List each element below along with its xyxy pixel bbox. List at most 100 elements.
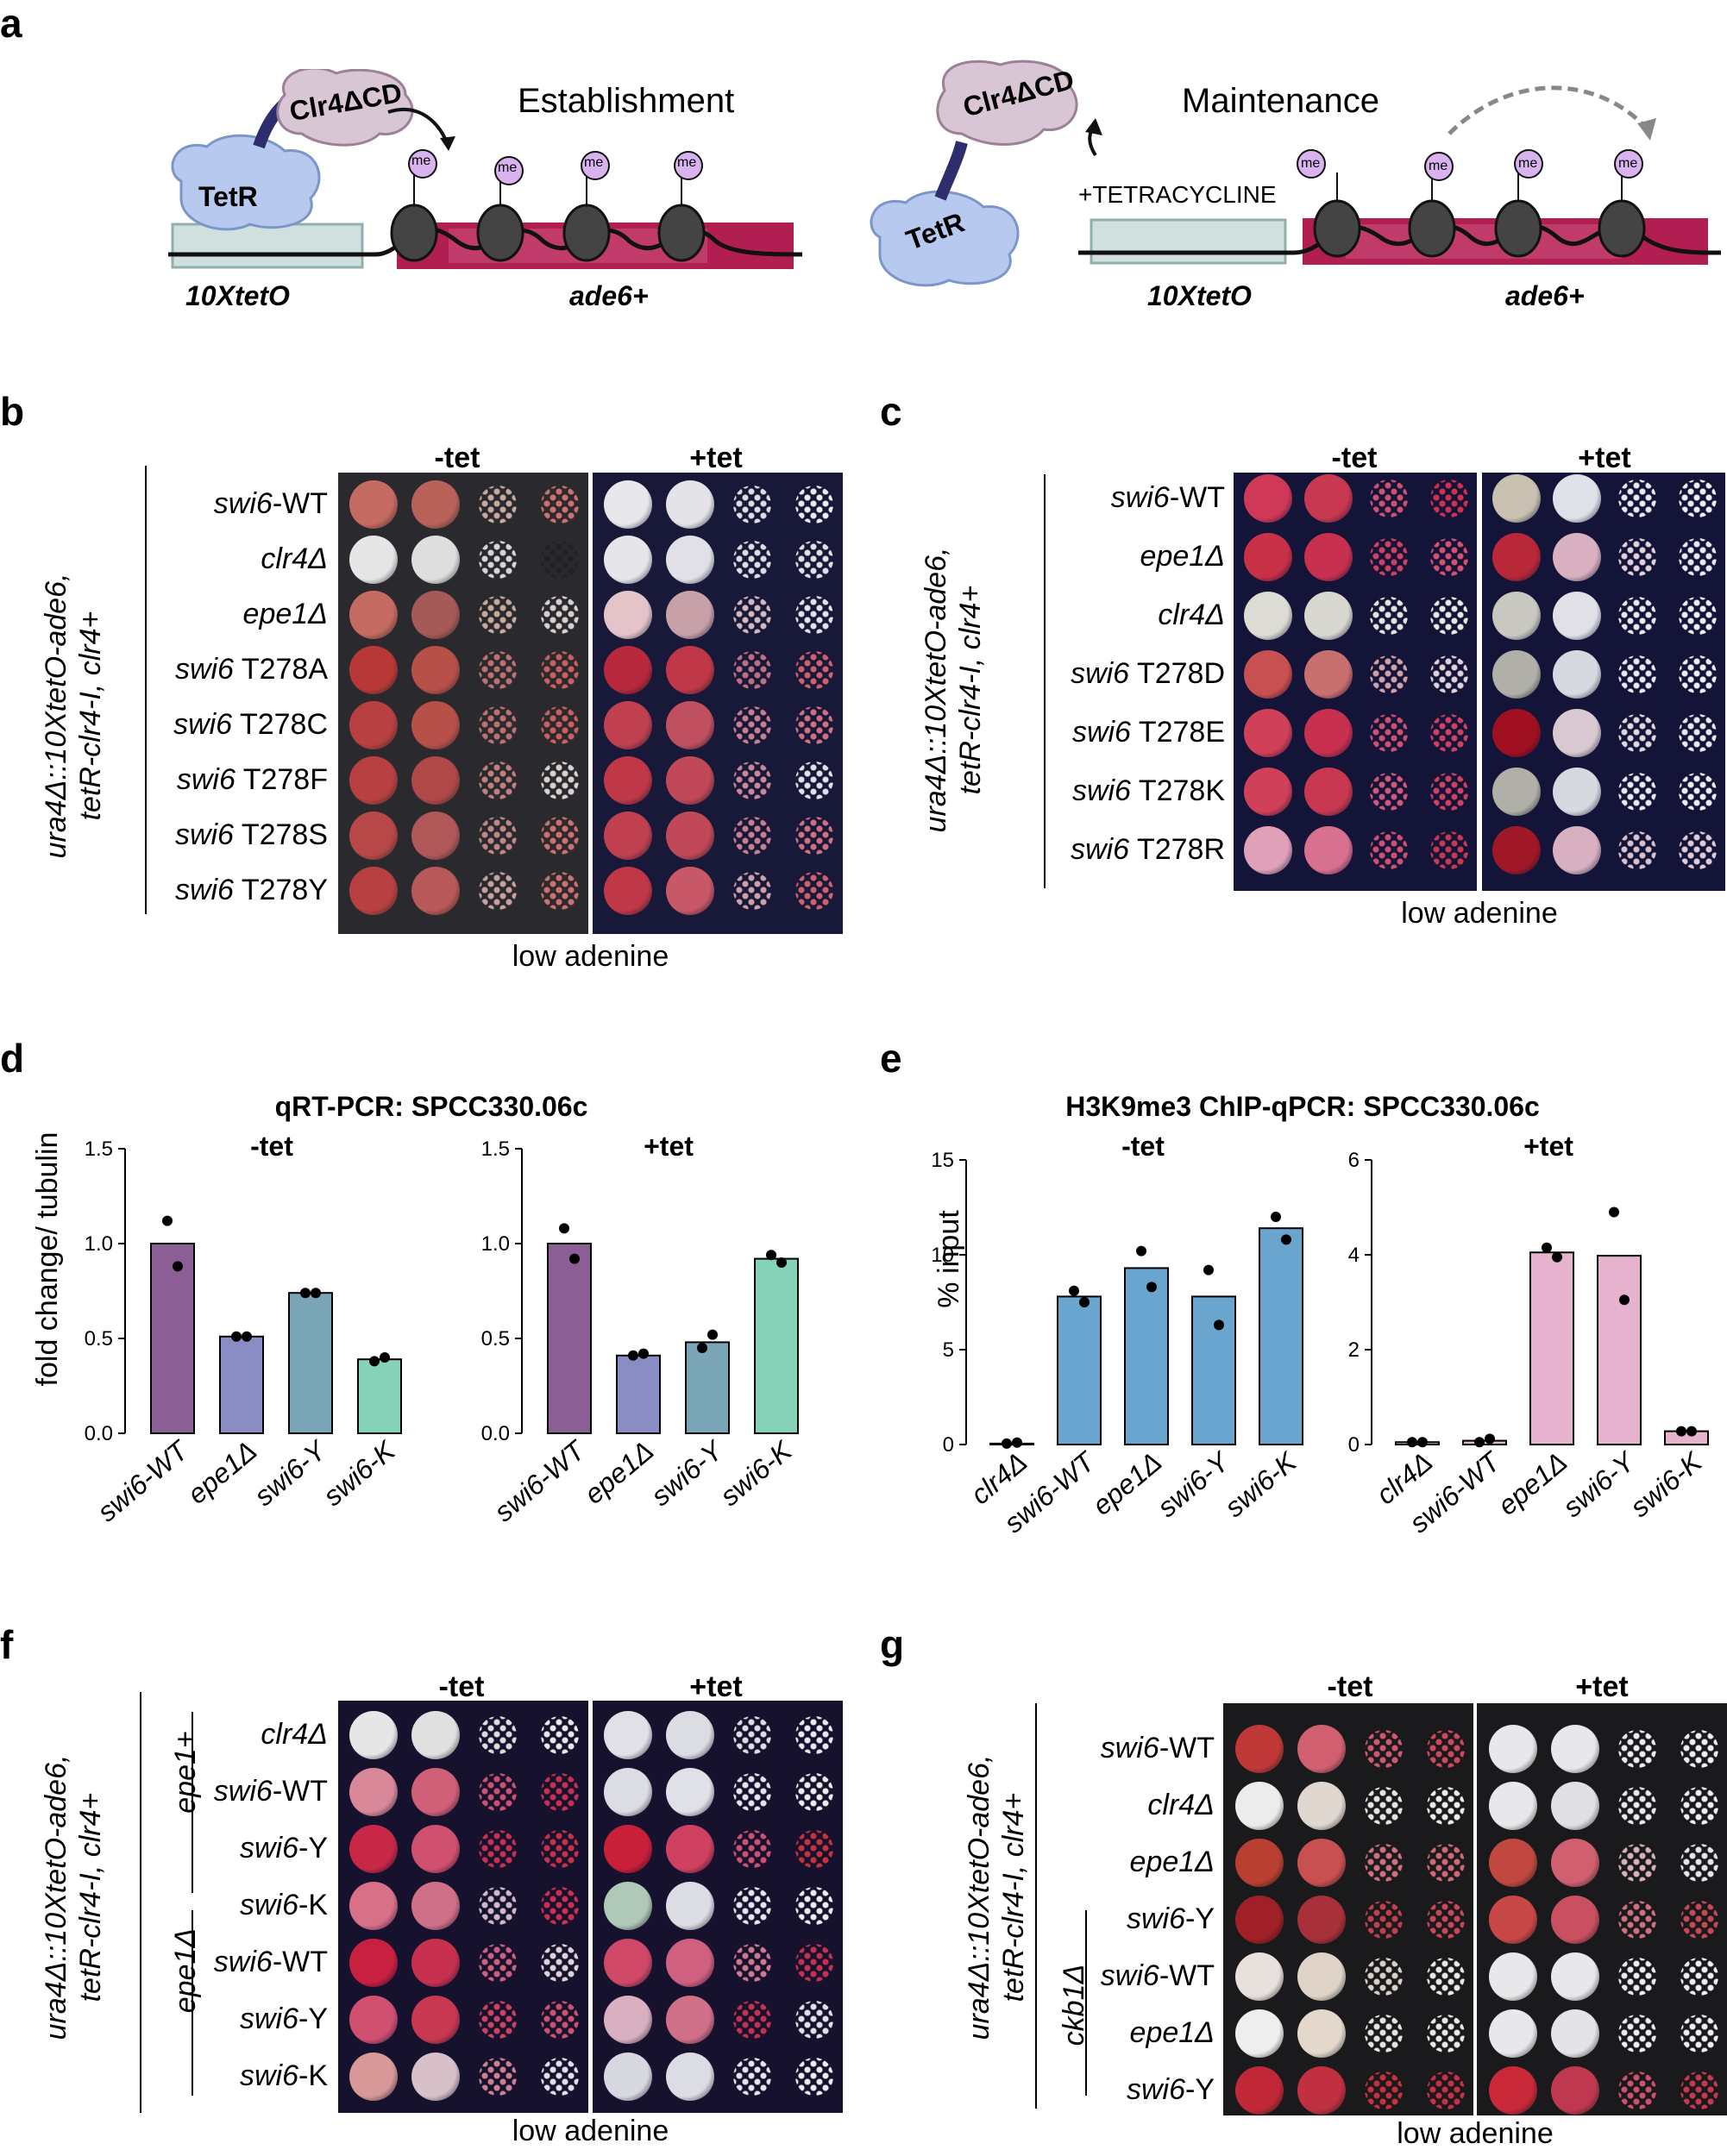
colony-spot: [604, 1882, 652, 1930]
colony-spot: [1304, 709, 1353, 757]
colony-spot: [1617, 1729, 1657, 1769]
colony-spot: [666, 591, 714, 639]
data-point: [231, 1331, 242, 1342]
strain-label: swi6-Y: [239, 2002, 328, 2035]
data-point: [242, 1331, 252, 1342]
y-tick-label: 1.0: [481, 1232, 510, 1256]
data-point: [707, 1329, 718, 1340]
colony-spot: [411, 646, 460, 694]
header-plus-tet-f: +tet: [689, 1670, 743, 1703]
bar: [288, 1292, 333, 1434]
colony-spot: [1364, 1843, 1404, 1883]
bar: [1395, 1441, 1440, 1445]
colony-spot: [1551, 2009, 1599, 2058]
y-tick-label: 5: [943, 1338, 954, 1362]
colony-spot: [349, 1825, 398, 1873]
colony-spot: [1426, 1729, 1466, 1769]
colony-spot: [666, 1996, 714, 2044]
strain-label: epe1Δ: [1129, 1846, 1215, 1878]
data-point: [162, 1215, 173, 1226]
colony-spot: [349, 480, 398, 529]
me-label: me: [584, 155, 604, 170]
x-tick-label: swi6-K: [714, 1434, 799, 1512]
colony-spot: [1492, 650, 1541, 699]
colony-spot: [1617, 1843, 1657, 1883]
colony-spot: [411, 867, 460, 915]
strain-label: epe1Δ: [242, 598, 328, 630]
y-tick-label: 2: [1348, 1338, 1360, 1362]
colony-spot: [478, 2000, 518, 2040]
colony-spot: [411, 1711, 460, 1759]
colony-spot: [794, 650, 834, 690]
data-point: [1069, 1285, 1079, 1296]
colony-spot: [604, 867, 652, 915]
medium-label-c: low adenine: [1401, 897, 1558, 930]
group-line-f-2: [192, 1910, 193, 2096]
strain-label: clr4Δ: [1158, 599, 1225, 631]
ade6-label-2: ade6+: [1505, 280, 1585, 311]
data-point: [1417, 1437, 1428, 1448]
bar: [1259, 1227, 1303, 1445]
colony-spot: [1244, 650, 1292, 699]
y-tick-label: 1.5: [481, 1138, 510, 1161]
colony-spot: [1551, 1782, 1599, 1830]
colony-spot: [1297, 1896, 1346, 1944]
colony-spot: [1369, 655, 1409, 694]
colony-spot: [1297, 2009, 1346, 2058]
header-minus-tet-c: -tet: [1331, 442, 1378, 474]
establish-arrow: [387, 107, 449, 143]
chart-subtitle: -tet: [250, 1131, 293, 1162]
me-label: me: [1518, 156, 1538, 171]
colony-spot: [794, 540, 834, 580]
strain-label: swi6 T278K: [1071, 774, 1225, 807]
strain-label: swi6 T278R: [1071, 833, 1225, 866]
data-point: [1485, 1433, 1495, 1445]
colony-spot: [1235, 1782, 1284, 1830]
colony-spot: [540, 705, 580, 745]
colony-spot: [1426, 2014, 1466, 2053]
colony-spot: [604, 591, 652, 639]
tetR-label-1: TetR: [198, 181, 258, 212]
colony-spot: [349, 2053, 398, 2101]
colony-spot: [666, 646, 714, 694]
maintenance-title: Maintenance: [1182, 82, 1380, 120]
colony-spot: [1426, 2071, 1466, 2110]
colony-spot: [1553, 592, 1601, 640]
colony-spot: [1678, 596, 1718, 636]
data-point: [369, 1356, 380, 1367]
data-point: [1203, 1264, 1214, 1275]
panel-label-g: g: [880, 1622, 905, 1667]
chart-title-d: qRT-PCR: SPCC330.06c: [274, 1091, 588, 1122]
data-point: [1214, 1319, 1224, 1331]
data-point: [1552, 1251, 1562, 1263]
y-tick-label: 0.5: [85, 1327, 113, 1351]
strain-label: swi6 T278E: [1071, 716, 1225, 749]
y-tick-label: 4: [1348, 1244, 1360, 1267]
chart-subtitle: -tet: [1121, 1131, 1165, 1162]
data-point: [1079, 1297, 1090, 1307]
data-point: [628, 1350, 638, 1361]
colony-spot: [411, 2053, 460, 2101]
colony-spot: [1429, 713, 1469, 753]
x-tick-label: swi6-Y: [1557, 1445, 1642, 1523]
colony-spot: [666, 812, 714, 860]
colony-spot: [1617, 830, 1657, 870]
colony-spot: [1553, 533, 1601, 581]
schematic-establishment: [168, 69, 803, 269]
x-tick-label: swi6-Y: [248, 1433, 334, 1512]
colony-spot: [1369, 713, 1409, 753]
colony-spot: [349, 756, 398, 805]
colony-spot: [732, 1886, 772, 1926]
colony-spot: [1244, 533, 1292, 581]
colony-spot: [1244, 474, 1292, 523]
colony-spot: [478, 705, 518, 745]
colony-spot: [540, 1829, 580, 1869]
colony-spot: [666, 1768, 714, 1816]
colony-spot: [1235, 1839, 1284, 1887]
colony-spot: [1244, 826, 1292, 874]
colony-spot: [349, 536, 398, 584]
colony-spot: [411, 1825, 460, 1873]
